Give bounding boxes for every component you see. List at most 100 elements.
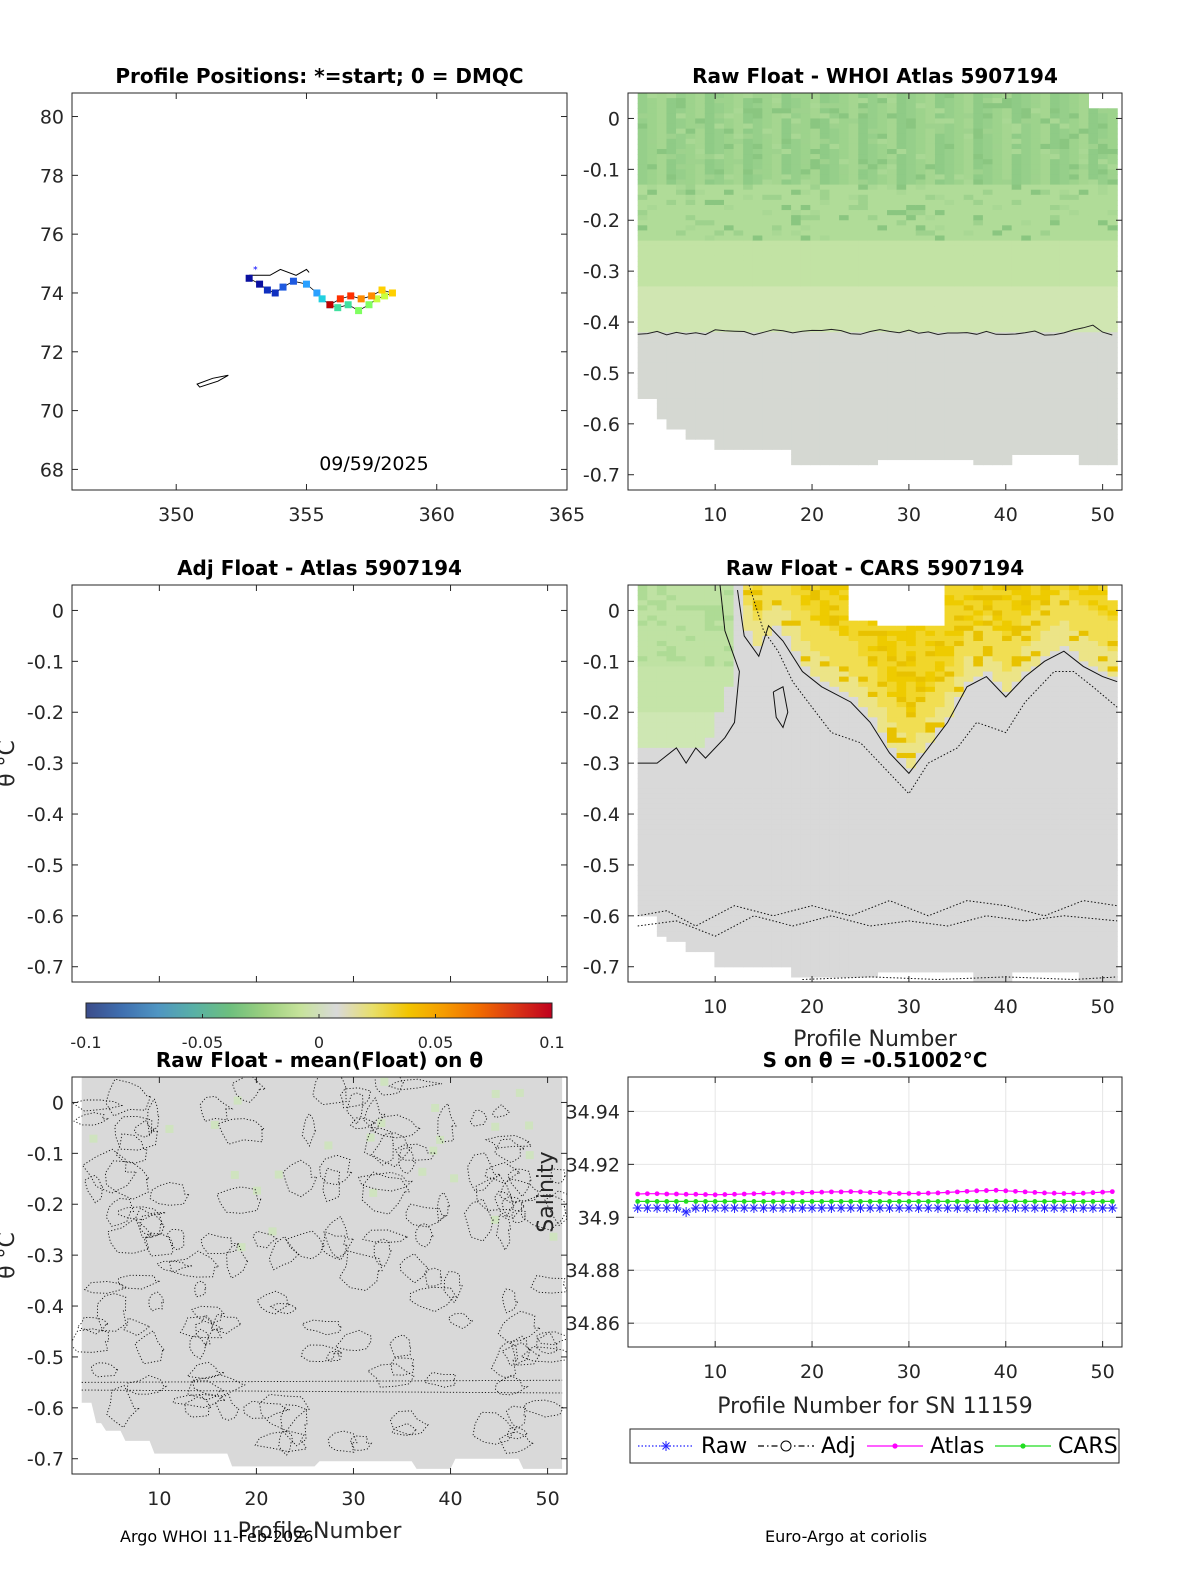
heatmap-cell xyxy=(666,824,677,830)
heatmap-cell xyxy=(695,342,706,349)
heatmap-cell xyxy=(1107,378,1118,384)
heatmap-cell xyxy=(1088,291,1099,298)
heatmap-cell xyxy=(992,194,1003,201)
heatmap-cell xyxy=(1097,148,1109,155)
heatmap-cell xyxy=(944,454,955,461)
heatmap-cell xyxy=(666,671,677,678)
heatmap-cell xyxy=(637,885,648,891)
heatmap-cell xyxy=(973,235,984,242)
heatmap-cell xyxy=(695,357,706,364)
heatmap-cell xyxy=(1088,113,1099,120)
heatmap-cell xyxy=(829,367,840,374)
heatmap-cell xyxy=(915,408,926,415)
heatmap-cell xyxy=(723,905,735,912)
heatmap-cell xyxy=(762,225,773,232)
adj_atlas-ytick-label: -0.6 xyxy=(27,906,64,928)
heatmap-cell xyxy=(915,123,926,130)
heatmap-cell xyxy=(762,260,773,267)
heatmap-cell xyxy=(685,393,696,399)
heatmap-cell xyxy=(637,255,648,262)
heatmap-cell xyxy=(867,138,879,145)
heatmap-cell xyxy=(685,337,696,343)
heatmap-cell xyxy=(791,179,802,186)
heatmap-cell xyxy=(723,615,735,622)
heatmap-cell xyxy=(714,783,725,790)
heatmap-cell xyxy=(810,296,821,303)
heatmap-cell xyxy=(695,255,706,262)
heatmap-cell xyxy=(1078,459,1089,466)
heatmap-cell xyxy=(723,819,735,825)
heatmap-cell xyxy=(752,179,763,186)
heatmap-cell xyxy=(656,824,668,830)
heatmap-cell xyxy=(858,194,869,201)
heatmap-cell xyxy=(896,301,907,308)
heatmap-cell xyxy=(781,98,792,104)
heatmap-cell xyxy=(992,362,1003,369)
heatmap-cell xyxy=(771,255,783,262)
heatmap-cell xyxy=(704,615,716,622)
heatmap-cell xyxy=(867,428,879,435)
heatmap-cell xyxy=(1078,154,1089,160)
heatmap-cell xyxy=(704,301,716,308)
heatmap-cell xyxy=(723,722,735,729)
heatmap-cell xyxy=(743,844,754,851)
heatmap-cell xyxy=(695,383,706,389)
heatmap-cell xyxy=(695,783,706,790)
heatmap-cell xyxy=(771,885,783,891)
heatmap-cell xyxy=(743,316,754,323)
heatmap-cell xyxy=(695,854,706,861)
heatmap-cell xyxy=(1002,260,1013,267)
heatmap-cell xyxy=(906,296,917,303)
heatmap-cell xyxy=(819,179,831,186)
heatmap-cell xyxy=(915,215,926,221)
adj_atlas-title: Adj Float - Atlas 5907194 xyxy=(177,556,462,580)
heatmap-cell xyxy=(954,143,965,150)
heatmap-cell xyxy=(1088,276,1099,282)
heatmap-cell xyxy=(992,138,1003,145)
heatmap-cell xyxy=(925,204,936,211)
heatmap-cell xyxy=(954,220,965,226)
heatmap-cell xyxy=(714,696,725,703)
heatmap-cell xyxy=(752,271,763,277)
heatmap-cell xyxy=(887,255,898,262)
heatmap-cell xyxy=(743,610,754,617)
heatmap-cell xyxy=(1011,301,1022,308)
heatmap-cell xyxy=(695,595,706,601)
heatmap-cell xyxy=(714,946,725,953)
heatmap-cell xyxy=(771,890,783,897)
heatmap-cell xyxy=(819,342,831,349)
heatmap-cell xyxy=(704,199,716,206)
heatmap-cell xyxy=(762,946,773,953)
heatmap-cell xyxy=(723,154,735,160)
heatmap-cell xyxy=(848,439,859,445)
heatmap-cell xyxy=(695,946,706,953)
heatmap-cell xyxy=(1059,164,1070,170)
heatmap-cell xyxy=(829,413,840,420)
heatmap-cell xyxy=(666,630,677,637)
heatmap-cell xyxy=(1021,408,1032,415)
heatmap-cell xyxy=(1050,322,1061,328)
heatmap-cell xyxy=(1011,439,1022,445)
heatmap-cell xyxy=(1107,372,1118,379)
heatmap-cell xyxy=(743,722,754,729)
heatmap-cell xyxy=(925,148,936,155)
heatmap-cell xyxy=(743,444,754,450)
heatmap-cell xyxy=(781,327,792,333)
heatmap-cell xyxy=(762,327,773,333)
heatmap-cell xyxy=(1040,418,1051,425)
heatmap-cell xyxy=(714,372,725,379)
heatmap-cell xyxy=(1078,337,1089,343)
heatmap-cell xyxy=(1002,250,1013,257)
heatmap-cell xyxy=(1107,169,1118,176)
heatmap-cell xyxy=(1059,128,1070,135)
heatmap-cell xyxy=(743,204,754,211)
heatmap-cell xyxy=(1030,235,1042,242)
heatmap-cell xyxy=(704,260,716,267)
positions-ytick-label: 72 xyxy=(40,342,64,364)
heatmap-cell xyxy=(934,408,946,415)
heatmap-cell xyxy=(743,712,754,718)
heatmap-cell xyxy=(723,635,735,642)
heatmap-cell xyxy=(1011,123,1022,130)
heatmap-cell xyxy=(1107,199,1118,206)
heatmap-cell xyxy=(1088,154,1099,160)
